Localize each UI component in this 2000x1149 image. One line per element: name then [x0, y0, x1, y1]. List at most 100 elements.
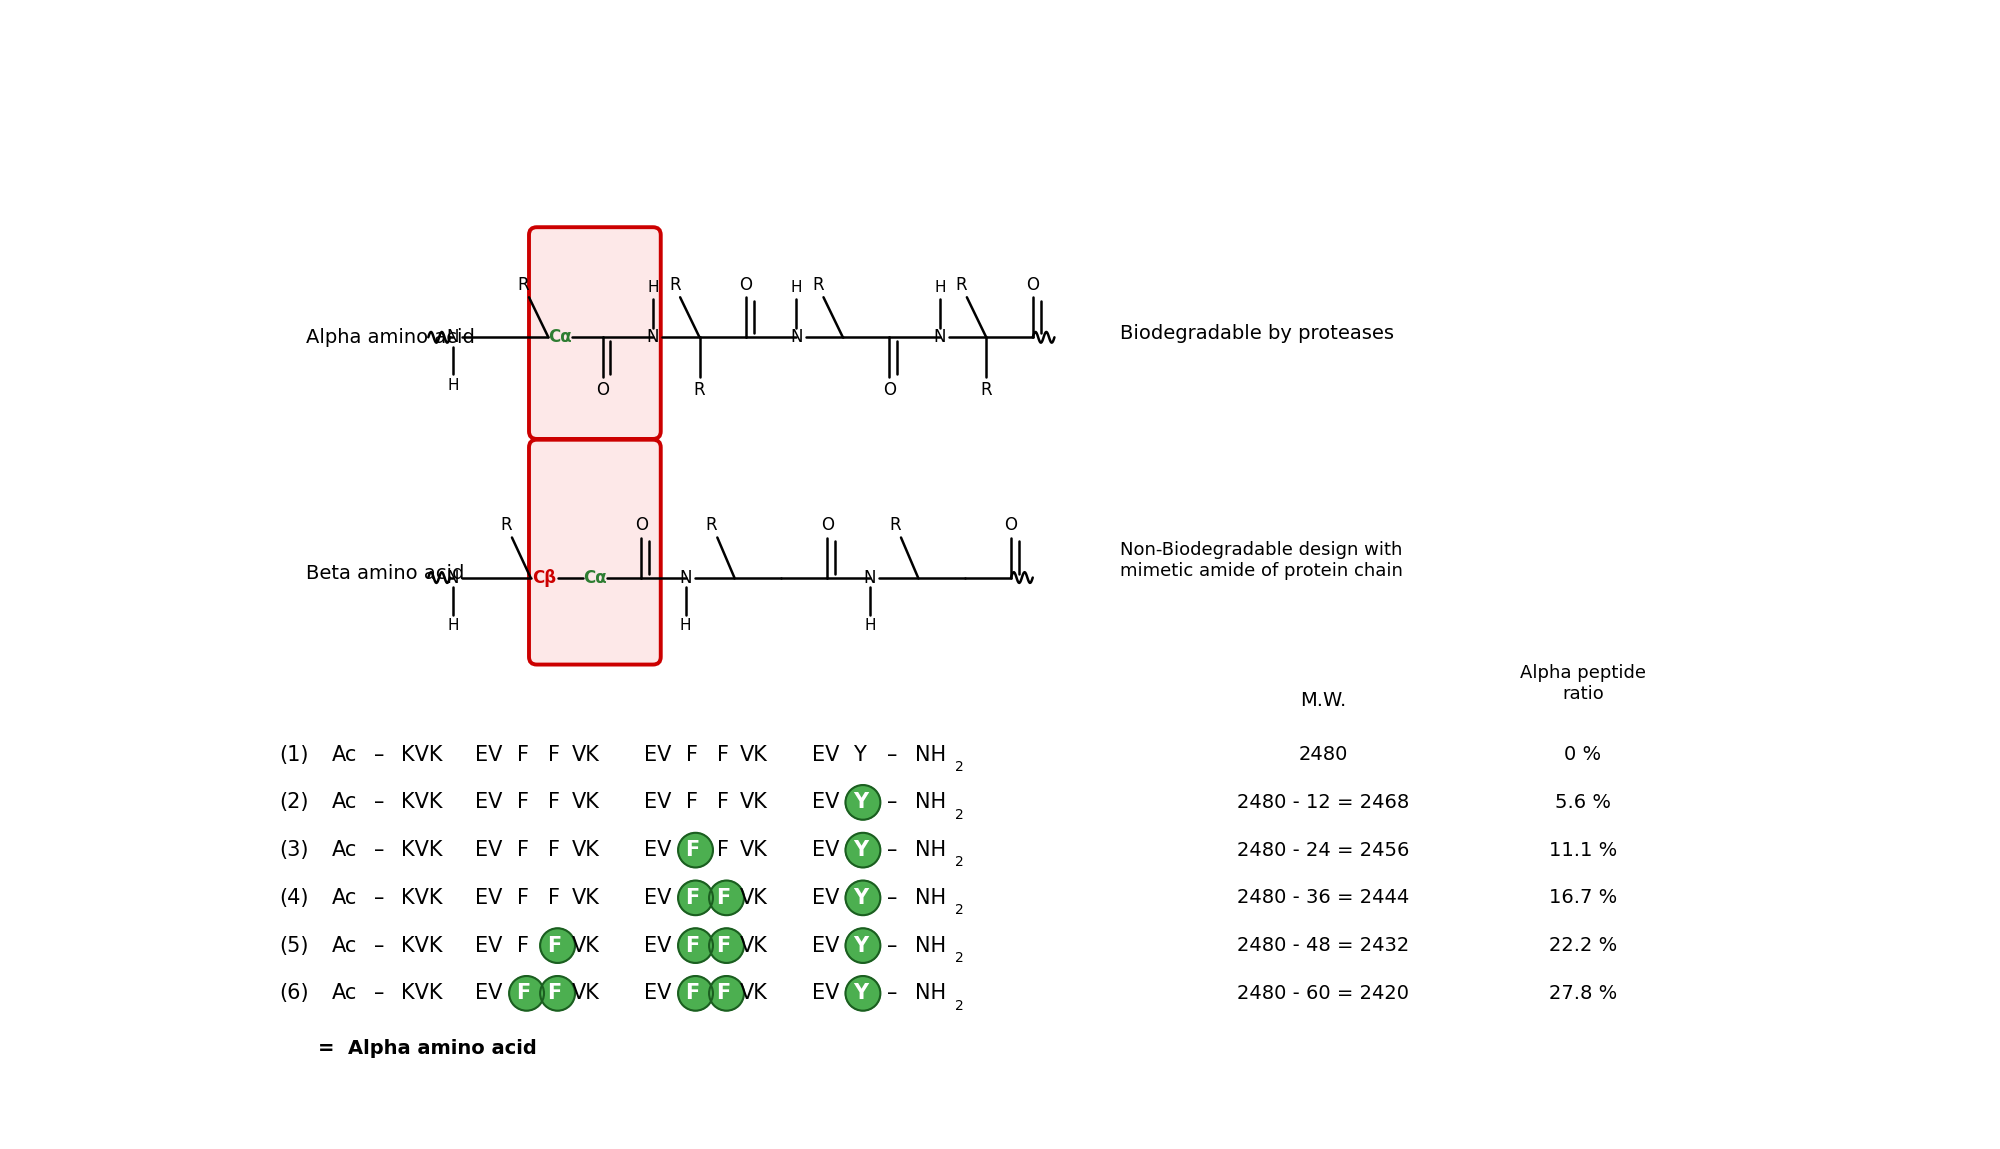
- Text: NH: NH: [914, 793, 946, 812]
- Text: –: –: [374, 888, 384, 908]
- Text: –: –: [374, 793, 384, 812]
- Circle shape: [710, 976, 744, 1011]
- Text: Y: Y: [852, 935, 868, 956]
- Text: F: F: [548, 840, 560, 861]
- Circle shape: [540, 928, 576, 963]
- Text: Y: Y: [852, 745, 866, 764]
- Circle shape: [846, 928, 880, 963]
- Text: R: R: [980, 380, 992, 399]
- Text: NH: NH: [914, 935, 946, 956]
- Circle shape: [710, 928, 744, 963]
- Text: EV: EV: [812, 745, 840, 764]
- Text: NH: NH: [914, 984, 946, 1003]
- Text: KVK: KVK: [402, 888, 442, 908]
- Text: VK: VK: [572, 840, 600, 861]
- Text: R: R: [500, 516, 512, 534]
- Text: F: F: [686, 745, 698, 764]
- Text: F: F: [548, 935, 562, 956]
- Text: VK: VK: [740, 793, 768, 812]
- Text: F: F: [686, 840, 700, 861]
- Circle shape: [710, 880, 744, 916]
- Text: N: N: [864, 569, 876, 586]
- Text: 2480 - 24 = 2456: 2480 - 24 = 2456: [1238, 841, 1410, 859]
- Circle shape: [846, 785, 880, 819]
- Text: –: –: [374, 935, 384, 956]
- Text: F: F: [716, 745, 728, 764]
- FancyBboxPatch shape: [528, 440, 660, 664]
- Text: (4): (4): [280, 888, 308, 908]
- Text: VK: VK: [572, 745, 600, 764]
- Text: N: N: [680, 569, 692, 586]
- Text: Y: Y: [852, 793, 868, 812]
- Text: 2480 - 48 = 2432: 2480 - 48 = 2432: [1238, 936, 1410, 955]
- Circle shape: [540, 976, 576, 1011]
- Text: F: F: [716, 888, 730, 908]
- Text: Cα: Cα: [548, 329, 572, 346]
- Text: EV: EV: [644, 745, 672, 764]
- Circle shape: [678, 880, 712, 916]
- Text: EV: EV: [812, 793, 840, 812]
- Text: KVK: KVK: [402, 793, 442, 812]
- Text: F: F: [516, 793, 528, 812]
- Text: Beta amino acid: Beta amino acid: [306, 564, 464, 584]
- FancyBboxPatch shape: [528, 228, 660, 439]
- Text: F: F: [686, 935, 700, 956]
- Text: EV: EV: [644, 793, 672, 812]
- Text: EV: EV: [474, 888, 502, 908]
- Text: VK: VK: [740, 840, 768, 861]
- Text: F: F: [548, 984, 562, 1003]
- Text: F: F: [716, 840, 728, 861]
- Text: 2: 2: [956, 808, 964, 822]
- Text: R: R: [706, 516, 716, 534]
- Text: (2): (2): [280, 793, 308, 812]
- Text: O: O: [1026, 276, 1040, 294]
- Text: N: N: [446, 569, 460, 586]
- Text: N: N: [646, 329, 660, 346]
- Text: Y: Y: [852, 840, 868, 861]
- Text: 2: 2: [956, 759, 964, 774]
- Text: NH: NH: [914, 745, 946, 764]
- Text: –: –: [888, 888, 898, 908]
- Text: KVK: KVK: [402, 935, 442, 956]
- Text: F: F: [548, 745, 560, 764]
- Text: KVK: KVK: [402, 745, 442, 764]
- Text: KVK: KVK: [402, 840, 442, 861]
- Text: R: R: [812, 276, 824, 294]
- Text: EV: EV: [812, 840, 840, 861]
- Text: F: F: [548, 888, 560, 908]
- Text: Y: Y: [852, 984, 868, 1003]
- Text: F: F: [548, 793, 560, 812]
- Text: VK: VK: [740, 984, 768, 1003]
- Text: (5): (5): [280, 935, 308, 956]
- Text: Ac: Ac: [332, 935, 356, 956]
- Text: EV: EV: [644, 888, 672, 908]
- Text: F: F: [516, 984, 530, 1003]
- Text: O: O: [882, 380, 896, 399]
- Text: F: F: [716, 935, 730, 956]
- Text: VK: VK: [572, 888, 600, 908]
- Text: 2: 2: [956, 951, 964, 965]
- Text: –: –: [888, 793, 898, 812]
- Text: H: H: [790, 279, 802, 295]
- Text: EV: EV: [474, 840, 502, 861]
- Text: 11.1 %: 11.1 %: [1548, 841, 1618, 859]
- Text: 27.8 %: 27.8 %: [1548, 984, 1618, 1003]
- Text: F: F: [716, 793, 728, 812]
- Text: F: F: [516, 840, 528, 861]
- Text: Non-Biodegradable design with
mimetic amide of protein chain: Non-Biodegradable design with mimetic am…: [1120, 541, 1402, 580]
- Text: F: F: [686, 984, 700, 1003]
- Text: –: –: [374, 840, 384, 861]
- Text: N: N: [446, 329, 460, 346]
- Text: VK: VK: [740, 935, 768, 956]
- Text: 22.2 %: 22.2 %: [1548, 936, 1618, 955]
- Text: EV: EV: [812, 888, 840, 908]
- Text: 2480 - 36 = 2444: 2480 - 36 = 2444: [1238, 888, 1410, 908]
- Text: 16.7 %: 16.7 %: [1548, 888, 1618, 908]
- Text: O: O: [820, 516, 834, 534]
- Text: =  Alpha amino acid: = Alpha amino acid: [318, 1040, 536, 1058]
- Text: 2480 - 60 = 2420: 2480 - 60 = 2420: [1238, 984, 1410, 1003]
- Text: 2: 2: [956, 903, 964, 917]
- Text: EV: EV: [812, 935, 840, 956]
- Text: VK: VK: [740, 888, 768, 908]
- Text: –: –: [374, 745, 384, 764]
